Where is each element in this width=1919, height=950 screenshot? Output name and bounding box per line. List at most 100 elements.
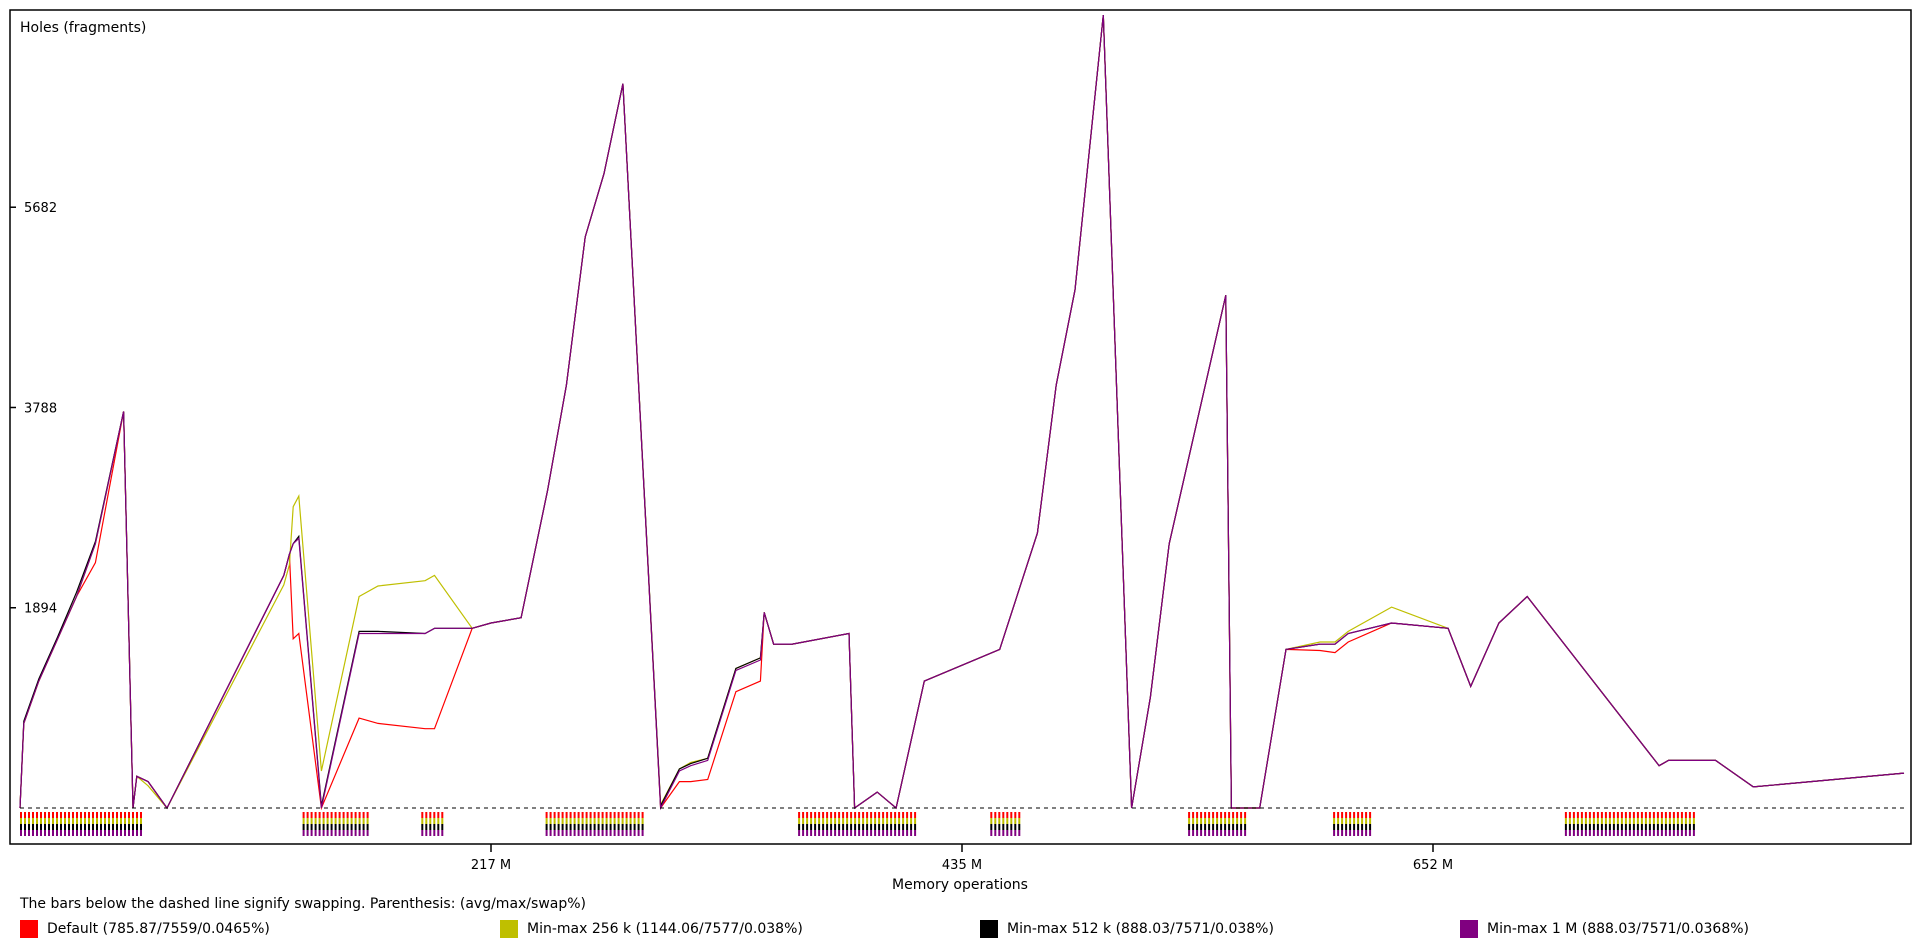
swap-tick [1596, 824, 1599, 830]
swap-tick [318, 824, 321, 830]
swap-tick [68, 812, 70, 818]
swap-tick [44, 818, 46, 824]
swap-tick [802, 824, 805, 830]
swap-tick [306, 824, 309, 830]
swap-tick [421, 830, 424, 836]
swap-tick [100, 830, 102, 836]
swap-bar-8-3 [1564, 830, 1695, 836]
swap-tick [1216, 830, 1219, 836]
swap-tick [1341, 818, 1344, 824]
swap-tick [342, 812, 345, 818]
swap-tick [429, 830, 432, 836]
swap-tick [326, 812, 329, 818]
swap-tick [1676, 824, 1679, 830]
swap-tick [593, 812, 596, 818]
swap-tick [990, 824, 993, 830]
legend-item-256k: Min-max 256 k (1144.06/7577/0.038%) [500, 920, 803, 938]
swap-tick [1652, 818, 1655, 824]
swap-tick [1365, 824, 1368, 830]
legend-item-1m: Min-max 1 M (888.03/7571/0.0368%) [1460, 920, 1749, 938]
swap-tick [1608, 824, 1611, 830]
swap-tick [80, 818, 82, 824]
swap-tick [838, 830, 841, 836]
x-axis-label: Memory operations [892, 877, 1028, 893]
swap-tick [72, 824, 74, 830]
swap-tick [96, 812, 98, 818]
swap-tick [1668, 824, 1671, 830]
swap-tick [1652, 830, 1655, 836]
swap-tick [52, 830, 54, 836]
swap-tick [1592, 812, 1595, 818]
swap-tick [1196, 830, 1199, 836]
swap-tick [1010, 818, 1013, 824]
swap-tick [44, 830, 46, 836]
swap-tick [593, 818, 596, 824]
swap-tick [874, 818, 877, 824]
swap-tick [40, 818, 42, 824]
swap-tick [72, 818, 74, 824]
swap-tick [310, 830, 313, 836]
swap-tick [886, 830, 889, 836]
swap-tick [1644, 818, 1647, 824]
swap-tick [625, 830, 628, 836]
swap-tick [1212, 830, 1215, 836]
swap-tick [1684, 824, 1687, 830]
swap-tick [834, 824, 837, 830]
swap-tick [80, 830, 82, 836]
swap-tick [92, 824, 94, 830]
swap-tick [838, 824, 841, 830]
swap-bar-8-0 [1564, 812, 1695, 818]
swap-bar-0-2 [20, 824, 142, 830]
swap-tick [314, 824, 317, 830]
swap-tick [421, 818, 424, 824]
swap-tick [1010, 812, 1013, 818]
swap-tick [334, 812, 337, 818]
swap-tick [64, 824, 66, 830]
legend-swatch-256k [500, 920, 518, 938]
swap-tick [890, 824, 893, 830]
swap-tick [128, 830, 130, 836]
swap-tick [1208, 830, 1211, 836]
swap-tick [565, 812, 568, 818]
swap-tick [617, 824, 620, 830]
swap-tick [886, 812, 889, 818]
swap-tick [1349, 830, 1352, 836]
series-layer [19, 14, 1905, 811]
swap-tick [874, 824, 877, 830]
swap-tick [1212, 824, 1215, 830]
swap-tick [914, 830, 917, 836]
swap-tick [1204, 830, 1207, 836]
swap-bar-0-3 [20, 830, 142, 836]
swap-tick [898, 818, 901, 824]
swap-tick [56, 818, 58, 824]
swap-tick [1580, 824, 1583, 830]
swap-tick [621, 830, 624, 836]
swap-tick [1224, 824, 1227, 830]
swap-tick [1196, 812, 1199, 818]
swap-tick [798, 812, 801, 818]
swap-tick [76, 818, 78, 824]
swap-tick [810, 824, 813, 830]
swap-tick [998, 830, 1001, 836]
swap-tick [549, 812, 552, 818]
swap-tick [1006, 812, 1009, 818]
swap-tick [306, 818, 309, 824]
swap-tick [88, 824, 90, 830]
swap-tick [1592, 818, 1595, 824]
swap-bar-3-1 [545, 818, 644, 824]
swap-tick [601, 830, 604, 836]
swap-tick [76, 812, 78, 818]
swap-tick [1660, 824, 1663, 830]
swap-tick [910, 824, 913, 830]
swap-tick [88, 818, 90, 824]
swap-tick [854, 824, 857, 830]
swap-tick [425, 812, 428, 818]
swap-tick [854, 818, 857, 824]
swap-tick [1612, 818, 1615, 824]
swap-tick [56, 812, 58, 818]
swap-tick [1680, 812, 1683, 818]
swap-tick [346, 824, 349, 830]
swap-tick [1596, 812, 1599, 818]
swap-tick [338, 824, 341, 830]
